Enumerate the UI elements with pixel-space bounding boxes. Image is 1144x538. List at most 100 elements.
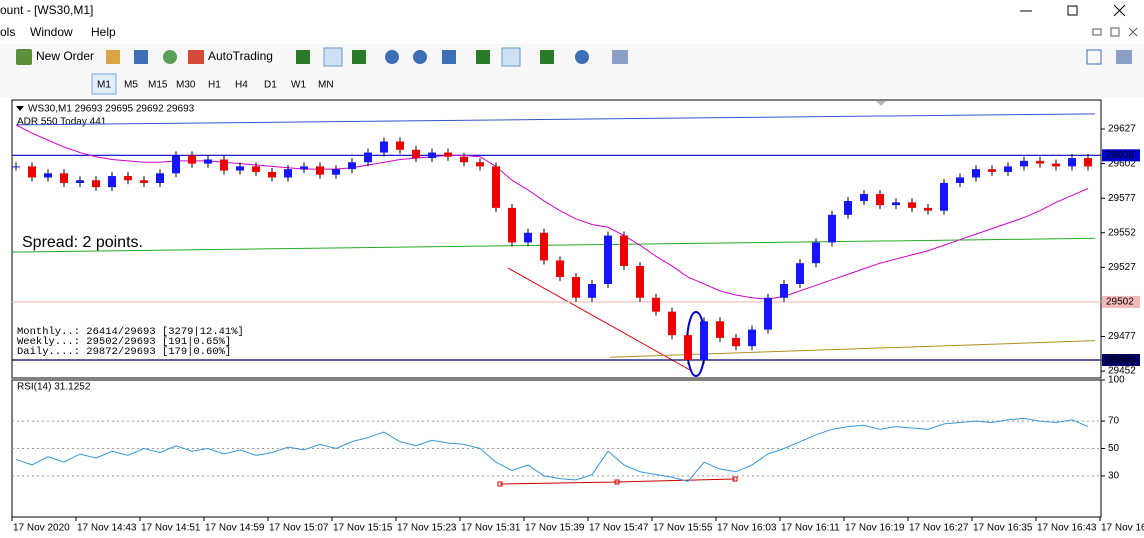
candle <box>828 214 836 243</box>
candle <box>812 242 820 264</box>
x-tick-label: 17 Nov 15:55 <box>653 523 713 534</box>
timeframe-button[interactable]: M1 <box>97 80 111 91</box>
x-tick-label: 17 Nov 16:27 <box>909 523 969 534</box>
level-tag <box>1102 149 1140 162</box>
toolbar-icon[interactable] <box>442 50 456 64</box>
shift-marker <box>876 101 886 106</box>
candle <box>300 166 308 170</box>
candle <box>860 194 868 201</box>
x-tick-label: 17 Nov 16:51 <box>1101 523 1144 534</box>
menu-item[interactable]: Window <box>30 25 73 39</box>
x-tick-label: 17 Nov 16:19 <box>845 523 905 534</box>
price-panel <box>11 99 1102 379</box>
anchor[interactable] <box>497 481 503 487</box>
timeframe-button[interactable]: M30 <box>176 80 196 91</box>
candle <box>652 297 660 312</box>
timeframe-button[interactable]: H1 <box>208 80 221 91</box>
candle <box>1020 160 1028 167</box>
autotrading-icon[interactable] <box>188 50 204 64</box>
trend-line[interactable] <box>507 267 691 371</box>
candle <box>380 141 388 153</box>
timeframe-button[interactable]: M5 <box>124 80 138 91</box>
candle <box>908 202 916 208</box>
x-tick-label: 17 Nov 16:35 <box>973 523 1033 534</box>
anchor[interactable] <box>732 476 738 482</box>
candle <box>588 283 596 298</box>
active-timeframe <box>91 73 117 95</box>
candle <box>972 169 980 178</box>
candle <box>524 232 532 243</box>
close-button[interactable] <box>1113 4 1126 17</box>
candle <box>716 321 724 338</box>
y-tick-label: 29452 <box>1108 366 1136 377</box>
timeframe-button[interactable]: W1 <box>291 80 306 91</box>
y-tick-label: 29552 <box>1108 227 1136 238</box>
candle <box>364 152 372 163</box>
level-label: 29460 <box>1106 355 1134 366</box>
window-title: ount - [WS30,M1] <box>0 3 93 17</box>
candle <box>780 283 788 298</box>
maximize-button[interactable] <box>1067 5 1078 16</box>
candle <box>316 166 324 175</box>
level-tag <box>1102 295 1140 308</box>
timeframe-button[interactable]: D1 <box>264 80 277 91</box>
candle <box>700 321 708 361</box>
toolbar-icon[interactable] <box>163 50 177 64</box>
anchor[interactable] <box>614 479 620 485</box>
candle <box>604 235 612 284</box>
candle <box>668 311 676 336</box>
y-tick-label: 29527 <box>1108 262 1136 273</box>
toolbar-icon[interactable] <box>323 47 343 67</box>
autotrading-button[interactable]: AutoTrading <box>208 49 273 63</box>
candle <box>684 335 692 361</box>
rsi-tick-label: 70 <box>1108 416 1120 427</box>
timeframe-button[interactable]: MN <box>318 80 334 91</box>
x-tick-label: 17 Nov 15:39 <box>525 523 585 534</box>
candle <box>556 260 564 278</box>
mdi-minimize[interactable] <box>1092 28 1102 36</box>
timeframe-button[interactable]: M15 <box>148 80 168 91</box>
x-tick-label: 17 Nov 14:43 <box>77 523 137 534</box>
candle <box>876 194 884 206</box>
level-label: 29608 <box>1106 150 1134 161</box>
title-bar <box>0 0 1144 22</box>
stat-line: Weekly...: 29502/29693 [191|0.65%] <box>17 336 231 348</box>
candle <box>940 182 948 211</box>
candle <box>220 159 228 171</box>
stat-line: Monthly..: 26414/29693 [3279|12.41%] <box>17 326 244 338</box>
search-icon[interactable] <box>1086 49 1102 65</box>
candle <box>540 232 548 261</box>
timeframe-button[interactable]: H4 <box>235 80 248 91</box>
toolbar-icon[interactable] <box>106 50 120 64</box>
candle <box>844 200 852 215</box>
x-tick-label: 17 Nov 16:11 <box>781 523 840 534</box>
toolbar-icon[interactable] <box>352 50 366 64</box>
x-tick-label: 17 Nov 2020 <box>13 523 70 534</box>
chat-icon[interactable] <box>1116 50 1132 64</box>
menu-item[interactable]: Help <box>91 25 116 39</box>
mdi-restore[interactable] <box>1110 27 1120 37</box>
toolbar-icon[interactable] <box>540 50 554 64</box>
candle <box>620 235 628 266</box>
candle <box>988 169 996 172</box>
toolbar-icon[interactable] <box>385 50 399 64</box>
rsi-label: RSI(14) 31.1252 <box>17 382 91 393</box>
rsi-trend-line[interactable] <box>499 478 736 485</box>
candle <box>732 337 740 347</box>
new-order-icon[interactable] <box>16 49 32 65</box>
candle <box>764 297 772 330</box>
toolbar-icon[interactable] <box>296 50 310 64</box>
new-order-button[interactable]: New Order <box>36 49 94 63</box>
spread-text: Spread: 2 points. <box>22 234 143 251</box>
menu-item[interactable]: ols <box>0 25 15 39</box>
toolbar-icon[interactable] <box>612 50 628 64</box>
toolbar-icon[interactable] <box>413 50 427 64</box>
toolbar-icon[interactable] <box>575 50 589 64</box>
candle <box>444 152 452 157</box>
mdi-close[interactable] <box>1128 27 1138 37</box>
toolbar-icon[interactable] <box>476 50 490 64</box>
toolbar-icon[interactable] <box>501 47 521 67</box>
toolbar-icon[interactable] <box>134 50 148 64</box>
candle <box>428 152 436 159</box>
